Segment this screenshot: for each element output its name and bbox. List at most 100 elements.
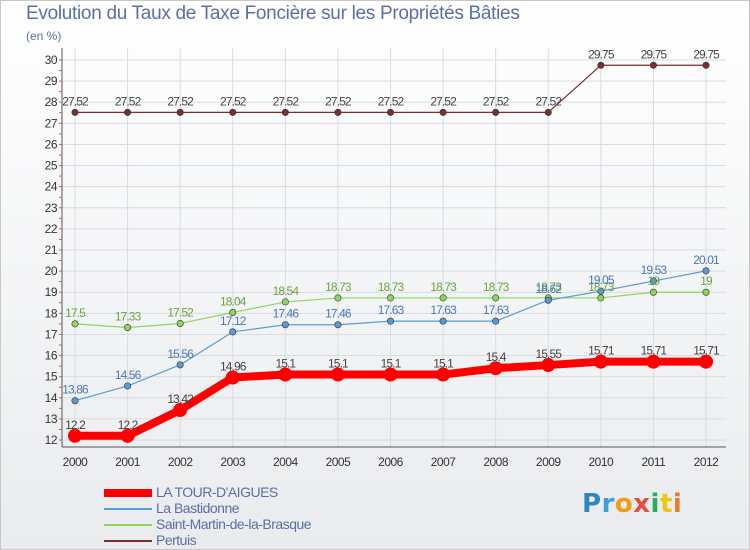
y-tick-label: 21 — [45, 243, 58, 257]
data-label-saint-martin-de-la-brasque: 18.04 — [220, 294, 247, 308]
y-tick-label: 18 — [45, 306, 58, 320]
data-point-la-bastidonne — [386, 317, 394, 325]
data-point-pertuis — [597, 61, 605, 69]
legend-label-saint-martin-de-la-brasque: Saint-Martin-de-la-Brasque — [156, 516, 312, 532]
data-point-la-tour-d-aigues — [488, 361, 503, 376]
data-label-saint-martin-de-la-brasque: 18.73 — [378, 280, 405, 294]
data-label-la-bastidonne: 17.46 — [273, 307, 300, 321]
x-tick-label: 2009 — [536, 455, 562, 469]
data-label-saint-martin-de-la-brasque: 19 — [648, 274, 661, 288]
chart-title: Evolution du Taux de Taxe Foncière sur l… — [26, 3, 520, 24]
chart-subtitle: (en %) — [26, 29, 62, 43]
data-point-la-bastidonne — [334, 321, 342, 329]
data-label-la-tour-d-aigues: 14.96 — [220, 360, 247, 374]
x-tick-label: 2006 — [378, 455, 404, 469]
data-label-saint-martin-de-la-brasque: 18.54 — [273, 284, 300, 298]
data-label-la-tour-d-aigues: 15.71 — [693, 344, 720, 358]
series-lines — [68, 61, 713, 443]
x-tick-label: 2005 — [326, 455, 352, 469]
data-labels: 27.52 27.52 27.52 27.52 27.52 27.52 27.52 27.52… — [62, 47, 721, 432]
x-tick-label: 2007 — [431, 455, 457, 469]
data-label-pertuis: 27.52 — [167, 94, 194, 108]
x-tick-label: 2003 — [220, 455, 246, 469]
x-tick-label: 2010 — [588, 455, 614, 469]
data-point-la-bastidonne — [229, 328, 237, 336]
data-point-la-bastidonne — [71, 397, 79, 405]
x-tick-label: 2002 — [168, 455, 194, 469]
y-tick-label: 20 — [45, 264, 58, 278]
data-point-pertuis — [439, 108, 447, 116]
data-label-la-bastidonne: 20.01 — [693, 253, 720, 267]
data-label-la-tour-d-aigues: 15.1 — [433, 357, 454, 371]
y-tick-label: 28 — [45, 95, 58, 109]
data-point-saint-martin-de-la-brasque — [281, 298, 289, 306]
data-point-pertuis — [702, 61, 710, 69]
data-point-pertuis — [281, 108, 289, 116]
data-label-saint-martin-de-la-brasque: 18.73 — [430, 280, 457, 294]
data-point-la-bastidonne — [649, 277, 657, 285]
x-tick-label: 2011 — [642, 455, 667, 469]
data-label-pertuis: 27.52 — [483, 94, 510, 108]
data-point-la-bastidonne — [124, 382, 132, 390]
data-label-pertuis: 29.75 — [588, 47, 615, 61]
data-label-la-tour-d-aigues: 15.71 — [588, 344, 615, 358]
y-tick-label: 22 — [45, 222, 58, 236]
data-point-pertuis — [386, 108, 394, 116]
data-point-la-bastidonne — [176, 361, 184, 369]
data-point-saint-martin-de-la-brasque — [386, 294, 394, 302]
data-label-pertuis: 27.52 — [535, 94, 562, 108]
data-label-pertuis: 27.52 — [325, 94, 352, 108]
data-label-la-bastidonne: 14.56 — [115, 368, 142, 382]
data-label-la-tour-d-aigues: 15.1 — [275, 357, 296, 371]
data-label-la-bastidonne: 17.63 — [430, 303, 457, 317]
data-label-la-tour-d-aigues: 15.1 — [381, 357, 402, 371]
data-label-saint-martin-de-la-brasque: 18.73 — [483, 280, 510, 294]
data-label-pertuis: 27.52 — [430, 94, 457, 108]
data-point-pertuis — [124, 108, 132, 116]
data-label-la-bastidonne: 19.53 — [641, 263, 668, 277]
data-label-saint-martin-de-la-brasque: 18.73 — [588, 280, 615, 294]
data-label-pertuis: 29.75 — [641, 47, 668, 61]
data-label-la-tour-d-aigues: 15.71 — [641, 344, 668, 358]
legend-label-la-bastidonne: La Bastidonne — [156, 500, 240, 516]
data-point-la-tour-d-aigues — [541, 358, 556, 373]
y-tick-label: 16 — [45, 349, 58, 363]
data-point-pertuis — [176, 108, 184, 116]
data-point-la-tour-d-aigues — [278, 367, 293, 382]
data-point-saint-martin-de-la-brasque — [702, 288, 710, 296]
logo-letter: i — [650, 489, 660, 519]
y-tick-label: 13 — [45, 412, 58, 426]
y-tick-label: 15 — [45, 370, 58, 384]
data-label-saint-martin-de-la-brasque: 17.52 — [167, 305, 194, 319]
data-point-la-tour-d-aigues — [646, 354, 661, 369]
y-tick-label: 26 — [45, 137, 58, 151]
data-point-pertuis — [229, 108, 237, 116]
data-point-saint-martin-de-la-brasque — [334, 294, 342, 302]
data-point-la-tour-d-aigues — [173, 403, 188, 418]
y-tick-label: 27 — [45, 116, 58, 130]
logo-letter: x — [633, 489, 651, 519]
data-label-la-tour-d-aigues: 15.4 — [486, 350, 507, 364]
data-label-pertuis: 29.75 — [693, 47, 720, 61]
data-label-la-tour-d-aigues: 13.42 — [167, 392, 194, 406]
data-label-la-tour-d-aigues: 15.1 — [328, 357, 349, 371]
data-point-saint-martin-de-la-brasque — [649, 288, 657, 296]
legend-swatch-saint-martin-de-la-brasque — [104, 524, 152, 526]
data-point-la-tour-d-aigues — [593, 354, 608, 369]
data-point-la-bastidonne — [281, 321, 289, 329]
y-tick-label: 30 — [45, 53, 58, 67]
legend-label-pertuis: Pertuis — [156, 532, 197, 548]
data-point-pertuis — [492, 108, 500, 116]
data-point-la-bastidonne — [702, 267, 710, 275]
data-label-saint-martin-de-la-brasque: 17.5 — [65, 306, 86, 320]
line-chart: 12 13 14 15 16 17 18 19 20 21 22 23 24 25 26 27 28 29 30 20… — [45, 47, 726, 469]
data-point-pertuis — [649, 61, 657, 69]
legend-swatch-pertuis — [104, 540, 152, 542]
data-point-la-tour-d-aigues — [436, 367, 451, 382]
logo-letter: r — [601, 489, 615, 519]
proxiti-logo: Proxiti — [582, 489, 682, 519]
data-label-la-tour-d-aigues: 12.2 — [65, 418, 86, 432]
data-point-la-tour-d-aigues — [383, 367, 398, 382]
data-label-pertuis: 27.52 — [115, 94, 142, 108]
